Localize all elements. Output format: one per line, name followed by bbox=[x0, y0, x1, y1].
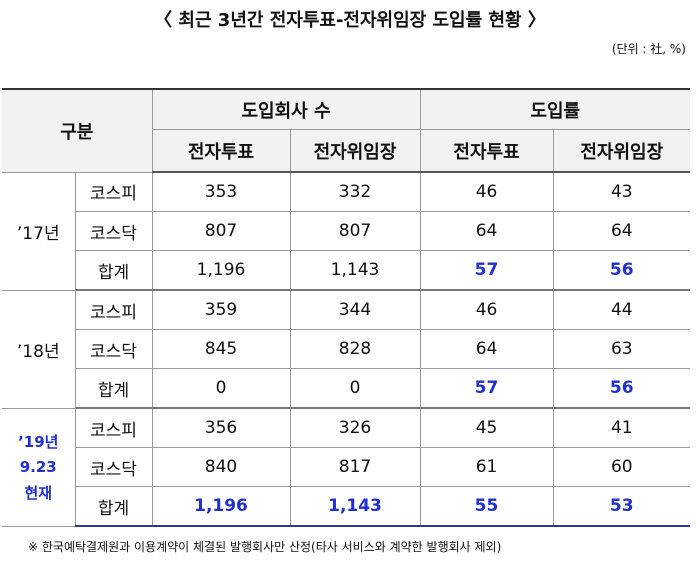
cell: 63 bbox=[552, 329, 691, 369]
cell: 57 bbox=[419, 368, 554, 409]
row: 합계 1,196 1,143 57 56 bbox=[2, 250, 691, 291]
row: 코스닥 807 807 64 64 bbox=[2, 211, 691, 251]
row-label: 코스피 bbox=[74, 407, 153, 448]
cell: 344 bbox=[289, 289, 421, 330]
cell: 46 bbox=[419, 171, 554, 212]
row-label: 코스닥 bbox=[75, 211, 153, 251]
group-label-line: ’17년 bbox=[16, 223, 60, 244]
cell: 45 bbox=[419, 407, 554, 448]
cell: 64 bbox=[419, 329, 554, 369]
cell: 353 bbox=[151, 171, 291, 212]
cell: 356 bbox=[151, 407, 291, 448]
header-col: 전자위임장 bbox=[289, 129, 421, 173]
cell: 359 bbox=[151, 289, 291, 330]
cell: 41 bbox=[552, 407, 691, 448]
cell: 807 bbox=[151, 211, 291, 251]
row-label: 코스피 bbox=[74, 171, 153, 212]
cell: 1,143 bbox=[289, 486, 421, 527]
row-label: 합계 bbox=[75, 250, 153, 291]
row: ’17년 코스피 353 332 46 43 bbox=[2, 171, 691, 291]
table: 구분 도입회사 수 도입률 전자투표 전자위임장 전자투표 전자위임장 ’17년… bbox=[2, 88, 691, 527]
cell: 840 bbox=[151, 447, 291, 487]
cell: 55 bbox=[419, 486, 554, 527]
row: ’18년 코스피 359 344 46 44 bbox=[2, 289, 691, 409]
cell: 1,143 bbox=[289, 250, 421, 291]
cell: 43 bbox=[552, 171, 691, 212]
group-label-line: ’19년 bbox=[18, 433, 59, 451]
group-label: ’19년 9.23 현재 bbox=[2, 407, 76, 527]
title: 〈 최근 3년간 전자투표-전자위임장 도입률 현황 〉 bbox=[154, 10, 546, 31]
cell: 807 bbox=[289, 211, 421, 251]
row: ’19년 9.23 현재 코스피 356 326 45 41 bbox=[2, 407, 691, 527]
cell: 57 bbox=[419, 250, 554, 291]
row-label: 코스피 bbox=[74, 289, 153, 330]
cell: 845 bbox=[151, 329, 291, 369]
cell: 61 bbox=[419, 447, 554, 487]
cell: 56 bbox=[552, 250, 691, 291]
cell: 0 bbox=[151, 368, 291, 409]
cell: 1,196 bbox=[151, 250, 291, 291]
group-label: ’18년 bbox=[2, 289, 76, 409]
cell: 56 bbox=[552, 368, 691, 409]
row-label: 합계 bbox=[75, 368, 153, 409]
footnote: ※ 한국예탁결제원과 이용계약이 체결된 발행회사만 산정(타사 서비스와 계약… bbox=[28, 540, 502, 554]
cell: 1,196 bbox=[151, 486, 291, 527]
header-rate: 도입률 bbox=[419, 88, 691, 130]
cell: 828 bbox=[289, 329, 421, 369]
header-group: 구분 bbox=[2, 88, 153, 173]
group-label-line: 현재 bbox=[24, 484, 53, 502]
group-label: ’17년 bbox=[2, 171, 76, 291]
cell: 60 bbox=[552, 447, 691, 487]
row-label: 코스닥 bbox=[75, 329, 153, 369]
header-col: 전자투표 bbox=[152, 129, 291, 173]
cell: 64 bbox=[552, 211, 691, 251]
cell: 46 bbox=[419, 289, 554, 330]
row: 합계 0 0 57 56 bbox=[2, 368, 691, 409]
header-count: 도입회사 수 bbox=[151, 88, 421, 130]
row: 코스닥 845 828 64 63 bbox=[2, 329, 691, 369]
row: 합계 1,196 1,143 55 53 bbox=[2, 486, 691, 527]
unit: (단위 : 社, %) bbox=[611, 42, 686, 56]
cell: 44 bbox=[552, 289, 691, 330]
cell: 326 bbox=[289, 407, 421, 448]
row: 코스닥 840 817 61 60 bbox=[2, 447, 691, 487]
header-col: 전자위임장 bbox=[552, 129, 691, 173]
cell: 817 bbox=[289, 447, 421, 487]
row-label: 코스닥 bbox=[75, 447, 153, 487]
cell: 64 bbox=[419, 211, 554, 251]
group-label-line: 9.23 bbox=[19, 458, 57, 476]
cell: 332 bbox=[289, 171, 421, 212]
row-label: 합계 bbox=[75, 486, 153, 527]
header-col: 전자투표 bbox=[419, 129, 554, 173]
cell: 0 bbox=[289, 368, 421, 409]
cell: 53 bbox=[552, 486, 691, 527]
group-label-line: ’18년 bbox=[16, 341, 60, 362]
